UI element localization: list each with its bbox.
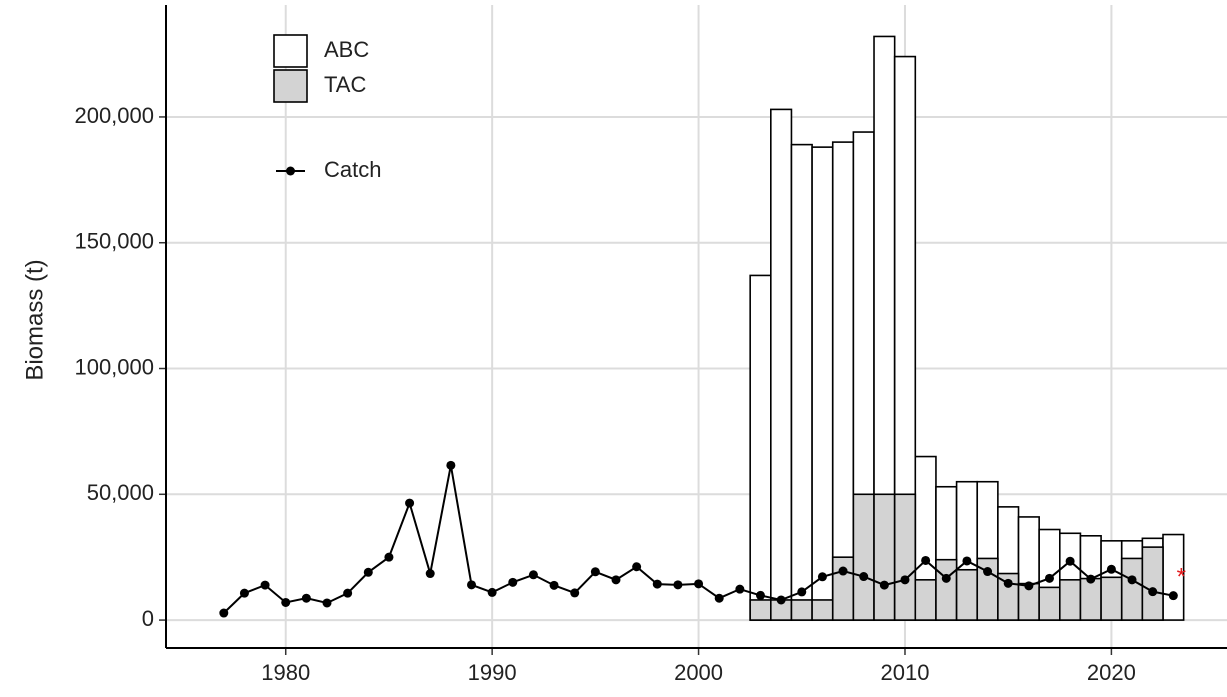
point	[1065, 556, 1075, 566]
bar	[811, 599, 834, 621]
bar	[914, 579, 937, 621]
point	[570, 588, 580, 598]
bar	[831, 141, 855, 621]
y-axis-label: Biomass (t)	[21, 259, 48, 380]
bar	[1038, 586, 1061, 621]
x-tick-label: 2000	[674, 660, 723, 685]
bar	[873, 493, 896, 621]
point	[487, 587, 497, 597]
point	[921, 555, 931, 565]
point	[900, 575, 910, 585]
point	[239, 588, 249, 598]
point	[962, 556, 972, 566]
point	[1044, 573, 1054, 583]
bar	[893, 493, 917, 621]
point	[446, 460, 456, 470]
point	[1127, 575, 1137, 585]
point	[755, 590, 765, 600]
point	[260, 580, 270, 590]
point	[632, 562, 642, 572]
point	[714, 593, 724, 603]
point	[508, 577, 518, 587]
point	[343, 588, 353, 598]
bar	[811, 146, 834, 621]
point	[363, 567, 373, 577]
y-tick-label: 150,000	[74, 229, 154, 254]
x-tick-label: 1990	[468, 660, 517, 685]
point	[611, 575, 621, 585]
point	[673, 580, 683, 590]
bar	[790, 143, 813, 621]
point	[983, 567, 993, 577]
point	[1003, 578, 1013, 588]
point	[384, 552, 394, 562]
bar	[770, 108, 793, 621]
legend-swatch	[273, 34, 308, 68]
point	[1148, 587, 1158, 597]
y-tick-label: 200,000	[74, 103, 154, 128]
bar	[955, 568, 979, 621]
bar	[1058, 579, 1082, 621]
point	[467, 580, 477, 590]
x-tick-label: 2020	[1087, 660, 1136, 685]
point	[1168, 591, 1178, 601]
point	[405, 498, 415, 508]
point	[425, 569, 435, 579]
point	[817, 572, 827, 582]
legend-label: ABC	[324, 37, 369, 62]
point	[652, 579, 662, 589]
point	[301, 593, 311, 603]
legend-label: Catch	[324, 157, 381, 182]
y-tick-label: 100,000	[74, 354, 154, 379]
point	[1106, 564, 1116, 574]
bar	[1120, 557, 1144, 621]
point	[879, 580, 889, 590]
point	[776, 595, 786, 605]
x-tick-label: 2010	[881, 660, 930, 685]
bar	[935, 558, 958, 621]
point	[549, 580, 559, 590]
x-tick-label: 1980	[261, 660, 310, 685]
bar	[749, 599, 772, 621]
bar	[1100, 576, 1123, 621]
y-tick-label: 50,000	[87, 480, 154, 505]
point	[797, 587, 807, 597]
point	[735, 584, 745, 594]
point	[694, 579, 704, 589]
bar	[852, 493, 875, 621]
bar	[1079, 577, 1102, 621]
bar	[790, 599, 813, 621]
point	[838, 566, 848, 576]
projected-marker: *	[1177, 563, 1186, 590]
point	[219, 608, 229, 618]
legend-swatch	[273, 69, 308, 103]
point	[859, 572, 869, 582]
point	[528, 570, 538, 580]
bar	[749, 274, 772, 621]
point	[590, 567, 600, 577]
legend-label: TAC	[324, 72, 366, 97]
point	[1086, 574, 1096, 584]
point	[941, 573, 951, 583]
point	[322, 598, 332, 608]
y-tick-label: 0	[142, 606, 154, 631]
point	[1024, 581, 1034, 591]
bar	[1141, 546, 1164, 621]
point	[281, 597, 291, 607]
legend-swatch	[286, 166, 295, 176]
